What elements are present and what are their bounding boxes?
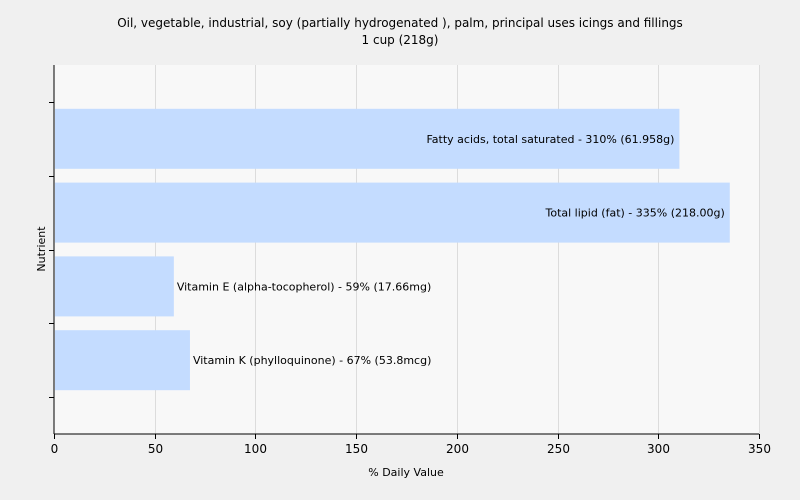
bars-group: Fatty acids, total saturated - 310% (61.… bbox=[55, 108, 730, 391]
bar bbox=[55, 108, 680, 169]
bar-label: Total lipid (fat) - 335% (218.00g) bbox=[544, 207, 724, 220]
x-ticks-group: 0 50 100 150 200 250 300 350 bbox=[51, 434, 771, 456]
x-tick-label: 300 bbox=[647, 442, 670, 456]
x-axis-label: % Daily Value bbox=[368, 466, 444, 479]
chart-subtitle: 1 cup (218g) bbox=[362, 33, 439, 47]
bar bbox=[55, 182, 730, 243]
x-tick-label: 150 bbox=[345, 442, 368, 456]
axes-group bbox=[53, 65, 759, 435]
y-axis-label: Nutrient bbox=[35, 226, 48, 272]
bar bbox=[55, 330, 190, 391]
y-ticks-group bbox=[49, 102, 54, 398]
bar-label: Vitamin E (alpha-tocopherol) - 59% (17.6… bbox=[177, 280, 431, 293]
bar-label: Vitamin K (phylloquinone) - 67% (53.8mcg… bbox=[193, 354, 431, 367]
x-tick-label: 250 bbox=[547, 442, 570, 456]
x-tick-label: 100 bbox=[244, 442, 267, 456]
x-tick-label: 200 bbox=[446, 442, 469, 456]
x-tick-label: 50 bbox=[148, 442, 163, 456]
bar bbox=[55, 256, 174, 317]
bar-label: Fatty acids, total saturated - 310% (61.… bbox=[426, 133, 674, 146]
x-tick-label: 350 bbox=[748, 442, 771, 456]
x-tick-label: 0 bbox=[51, 442, 59, 456]
chart-title: Oil, vegetable, industrial, soy (partial… bbox=[117, 16, 683, 30]
